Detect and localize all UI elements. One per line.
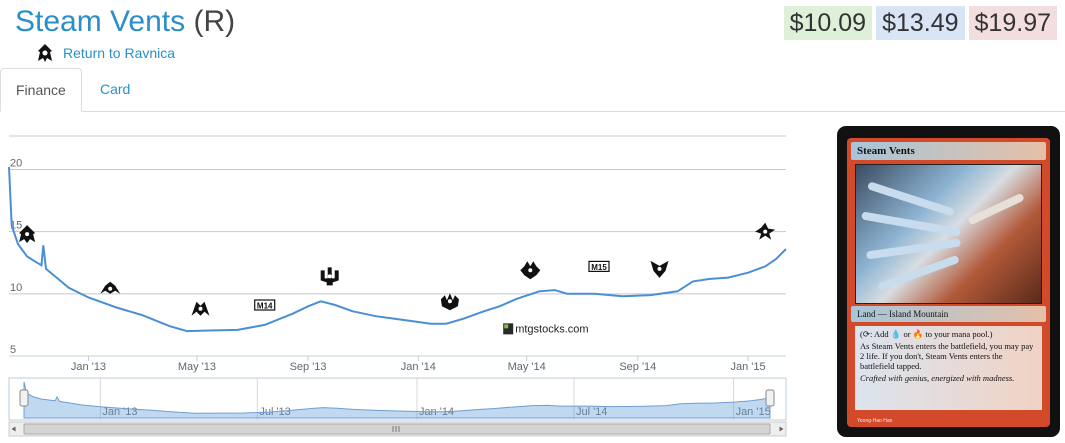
watermark-text: mtgstocks.com	[515, 323, 588, 335]
card-artist: Yeong-Hao Han	[857, 418, 893, 424]
scroll-thumb[interactable]	[23, 423, 771, 435]
icon-frame	[254, 299, 276, 311]
set-row: Return to Ravnica	[35, 42, 175, 64]
icon-highlight	[198, 306, 203, 311]
price-line	[8, 166, 787, 333]
card-title: Steam Vents (R)	[15, 2, 235, 42]
navigator-handle[interactable]	[765, 389, 775, 407]
card-art	[855, 164, 1042, 304]
icon-highlight	[447, 299, 452, 304]
x-tick-label: Sep '14	[619, 361, 656, 373]
icon-highlight	[657, 266, 662, 271]
card-face: Steam Vents Land — Island Mountain (⟳: A…	[847, 138, 1050, 427]
card-flavor: Crafted with genius, energized with madn…	[860, 373, 1015, 383]
x-tick-label: Jan '14	[401, 361, 436, 373]
price-series	[8, 166, 787, 333]
rtr-set-icon	[38, 44, 52, 62]
card-type-line: Land — Island Mountain	[851, 306, 1046, 322]
gtc-icon	[100, 281, 121, 294]
tab-finance[interactable]: Finance	[0, 68, 82, 112]
scroll-right-arrow	[779, 426, 784, 432]
set-release-markers: M14 M15	[19, 222, 776, 316]
icon-highlight	[763, 229, 768, 234]
dgm-icon	[191, 301, 210, 316]
card-rules-2: As Steam Vents enters the battlefield, y…	[860, 341, 1034, 371]
card-image: Steam Vents Land — Island Mountain (⟳: A…	[837, 126, 1060, 437]
icon-highlight	[25, 232, 30, 237]
icon-frame	[588, 260, 610, 272]
y-tick-label: 20	[10, 157, 22, 169]
rtr-icon	[19, 225, 36, 244]
tab-card[interactable]: Card	[100, 81, 131, 97]
x-tick-label: May '14	[508, 361, 546, 373]
ths-icon	[320, 267, 339, 286]
watermark-logo	[503, 323, 514, 335]
card-text-box: (⟳: Add 💧 or 🔥 to your mana pool.) As St…	[855, 326, 1042, 410]
price-high: $19.97	[968, 6, 1057, 40]
jou-icon	[520, 261, 541, 280]
x-tick-label: May '13	[178, 361, 216, 373]
x-tick-label: Sep '13	[290, 361, 327, 373]
card-name: Steam Vents	[15, 5, 186, 38]
x-axis-labels: Jan '13 May '13 Sep '13 Jan '14 May '14 Sep '…	[71, 356, 766, 373]
chart-watermark: mtgstocks.com	[503, 323, 589, 335]
navigator-label: Jan '15	[736, 406, 771, 418]
navigator-area	[23, 381, 771, 419]
set-link[interactable]: Return to Ravnica	[63, 45, 176, 61]
icon-glyph: M15	[591, 263, 607, 272]
price-group: $10.09 $13.49 $19.97	[783, 6, 1057, 40]
watermark-logo-accent	[504, 324, 509, 329]
bng-icon	[440, 293, 459, 311]
tab-bar: Finance Card	[0, 68, 1065, 112]
y-tick-label: 10	[10, 282, 22, 294]
card-rules-1: (⟳: Add 💧 or 🔥 to your mana pool.)	[860, 329, 993, 339]
icon-highlight	[528, 268, 533, 273]
navigator-handle[interactable]	[19, 389, 29, 407]
frf-icon	[755, 222, 776, 240]
x-tick-label: Jan '15	[730, 361, 765, 373]
price-low: $10.09	[783, 6, 873, 40]
m15-icon: M15	[588, 260, 610, 272]
icon-highlight	[108, 286, 113, 291]
navigator-label: Jul '14	[576, 406, 607, 418]
chart-grid	[9, 135, 786, 357]
scroll-left-arrow	[11, 426, 16, 432]
icon-glyph: M14	[257, 302, 273, 311]
card-rarity: (R)	[193, 5, 236, 38]
m14-icon: M14	[254, 299, 276, 311]
price-mid: $13.49	[876, 6, 965, 40]
icon-highlight	[327, 274, 332, 279]
x-tick-label: Jan '13	[71, 361, 106, 373]
ktk-icon	[650, 260, 669, 278]
navigator-frame	[8, 377, 787, 421]
card-image-title: Steam Vents	[851, 142, 1046, 160]
y-tick-label: 5	[10, 344, 16, 356]
